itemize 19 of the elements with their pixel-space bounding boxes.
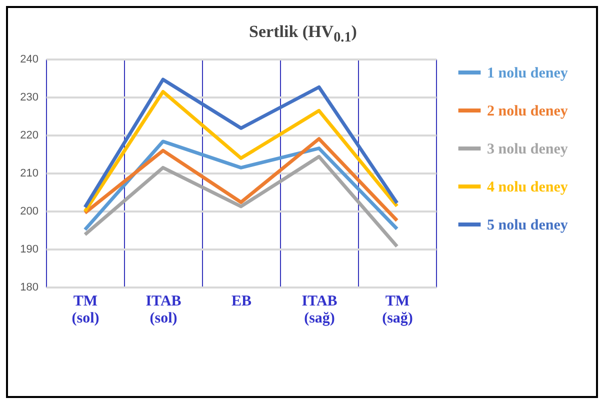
legend-label: 3 nolu deney (487, 142, 568, 158)
legend-label: 1 nolu deney (487, 66, 568, 82)
x-tick-label: TM (sağ) (382, 294, 413, 326)
chart-title: Sertlik (HV$_{0.1}$) (248, 22, 358, 46)
line-series (83, 154, 399, 248)
legend-label: 5 nolu deney (487, 218, 568, 234)
x-tick-label: ITAB (sol) (146, 294, 182, 326)
y-tick-label: 190 (20, 244, 38, 256)
y-tick-label: 200 (20, 206, 38, 218)
y-tick-label: 240 (20, 54, 38, 66)
x-tick-label: TM (sol) (72, 294, 100, 326)
x-tick-label: EB (231, 294, 252, 310)
legend-label: 4 nolu deney (487, 180, 568, 196)
y-tick-label: 210 (20, 168, 38, 180)
x-tick-label: ITAB (sağ) (302, 294, 338, 326)
y-tick-label: 220 (20, 130, 38, 142)
legend-label: 2 nolu deney (487, 104, 568, 120)
y-tick-label: 180 (20, 282, 38, 294)
y-tick-label: 230 (20, 92, 38, 104)
